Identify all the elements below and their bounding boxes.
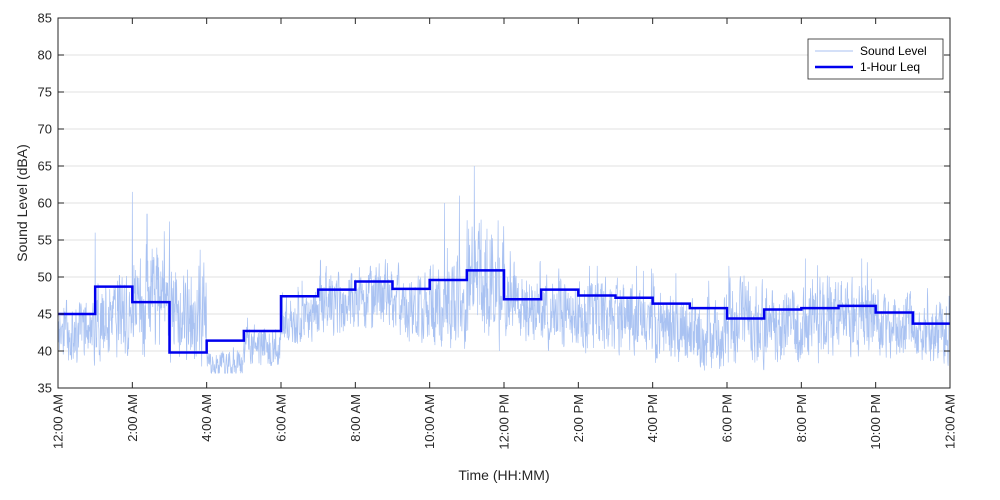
y-axis-ticks: 35 40 45 50 55 60 65 70 75 80 85 [38, 11, 950, 396]
y-tick-label: 80 [38, 48, 52, 63]
x-tick-label: 10:00 AM [422, 394, 437, 449]
leq-series [58, 269, 950, 354]
legend-box [807, 38, 944, 80]
leq-step-line [58, 269, 950, 354]
y-tick-label: 55 [38, 233, 52, 248]
y-tick-label: 65 [38, 159, 52, 174]
legend: Sound Level 1-Hour Leq [807, 38, 944, 80]
x-tick-label: 8:00 PM [794, 394, 809, 442]
x-axis-ticks: 12:00 AM 2:00 AM 4:00 AM 6:00 AM 8:00 AM 10:0… [51, 18, 958, 450]
x-tick-label: 2:00 AM [125, 394, 140, 442]
x-tick-label: 10:00 PM [868, 394, 883, 450]
x-axis-title: Time (HH:MM) [458, 467, 549, 483]
y-tick-label: 40 [38, 344, 52, 359]
y-tick-label: 60 [38, 196, 52, 211]
y-tick-label: 35 [38, 381, 52, 396]
x-tick-label: 4:00 PM [645, 394, 660, 442]
y-tick-label: 70 [38, 122, 52, 137]
x-tick-label: 12:00 AM [943, 394, 958, 449]
x-tick-label: 12:00 AM [51, 394, 66, 449]
y-tick-label: 45 [38, 307, 52, 322]
x-tick-label: 4:00 AM [199, 394, 214, 442]
y-tick-label: 50 [38, 270, 52, 285]
y-tick-label: 75 [38, 85, 52, 100]
y-axis-title: Sound Level (dBA) [14, 144, 30, 262]
x-tick-label: 6:00 PM [720, 394, 735, 442]
x-tick-label: 12:00 PM [497, 394, 512, 450]
legend-label-leq: 1-Hour Leq [860, 60, 920, 74]
x-tick-label: 6:00 AM [274, 394, 289, 442]
legend-label-sound-level: Sound Level [860, 44, 927, 58]
y-tick-label: 85 [38, 11, 52, 26]
x-tick-label: 2:00 PM [571, 394, 586, 442]
x-tick-label: 8:00 AM [348, 394, 363, 442]
